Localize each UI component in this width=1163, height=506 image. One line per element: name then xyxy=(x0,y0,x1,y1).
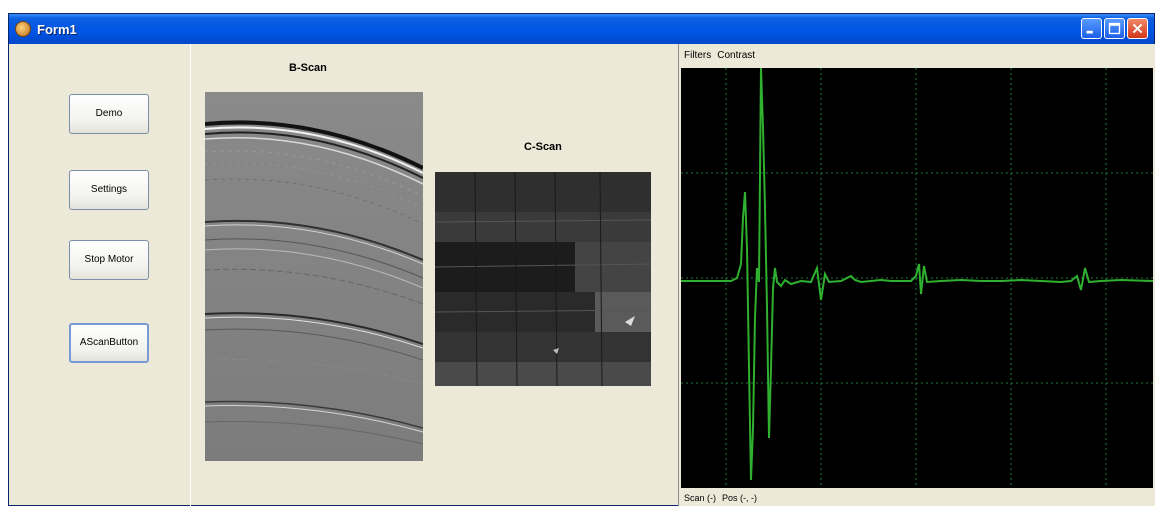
ascan-graphic xyxy=(681,67,1154,488)
minimize-button[interactable] xyxy=(1081,18,1102,39)
cscan-title: C-Scan xyxy=(524,141,562,153)
app-icon xyxy=(15,21,31,37)
cscan-graphic xyxy=(435,172,651,386)
demo-button[interactable]: Demo xyxy=(69,94,149,134)
scope-menu-bar: Filters Contrast xyxy=(679,44,1155,66)
ascan-panel: Filters Contrast Scan (-) Pos (-, xyxy=(678,44,1155,506)
scope-status-bar: Scan (-) Pos (-, -) xyxy=(679,490,1155,506)
ascan-plot[interactable] xyxy=(681,67,1154,488)
settings-button[interactable]: Settings xyxy=(69,170,149,210)
cscan-image xyxy=(435,172,651,386)
filters-menu[interactable]: Filters xyxy=(684,49,712,61)
bscan-title: B-Scan xyxy=(289,62,327,74)
bscan-image xyxy=(205,92,423,461)
maximize-icon xyxy=(1108,22,1121,35)
stop-motor-button[interactable]: Stop Motor xyxy=(69,240,149,280)
control-panel: Demo Settings Stop Motor AScanButton xyxy=(9,44,191,506)
close-button[interactable] xyxy=(1127,18,1148,39)
title-bar[interactable]: Form1 xyxy=(9,14,1154,44)
position-status: Pos (-, -) xyxy=(722,493,758,503)
window-title: Form1 xyxy=(37,21,77,37)
ascan-button[interactable]: AScanButton xyxy=(69,323,149,363)
app-window: Form1 Demo Settings Stop Motor xyxy=(8,13,1155,506)
minimize-icon xyxy=(1086,30,1093,34)
close-icon xyxy=(1132,23,1143,34)
scan-status: Scan (-) xyxy=(684,493,717,503)
contrast-menu[interactable]: Contrast xyxy=(717,49,756,61)
bscan-graphic xyxy=(205,92,423,461)
window-controls xyxy=(1081,18,1148,39)
maximize-button[interactable] xyxy=(1104,18,1125,39)
